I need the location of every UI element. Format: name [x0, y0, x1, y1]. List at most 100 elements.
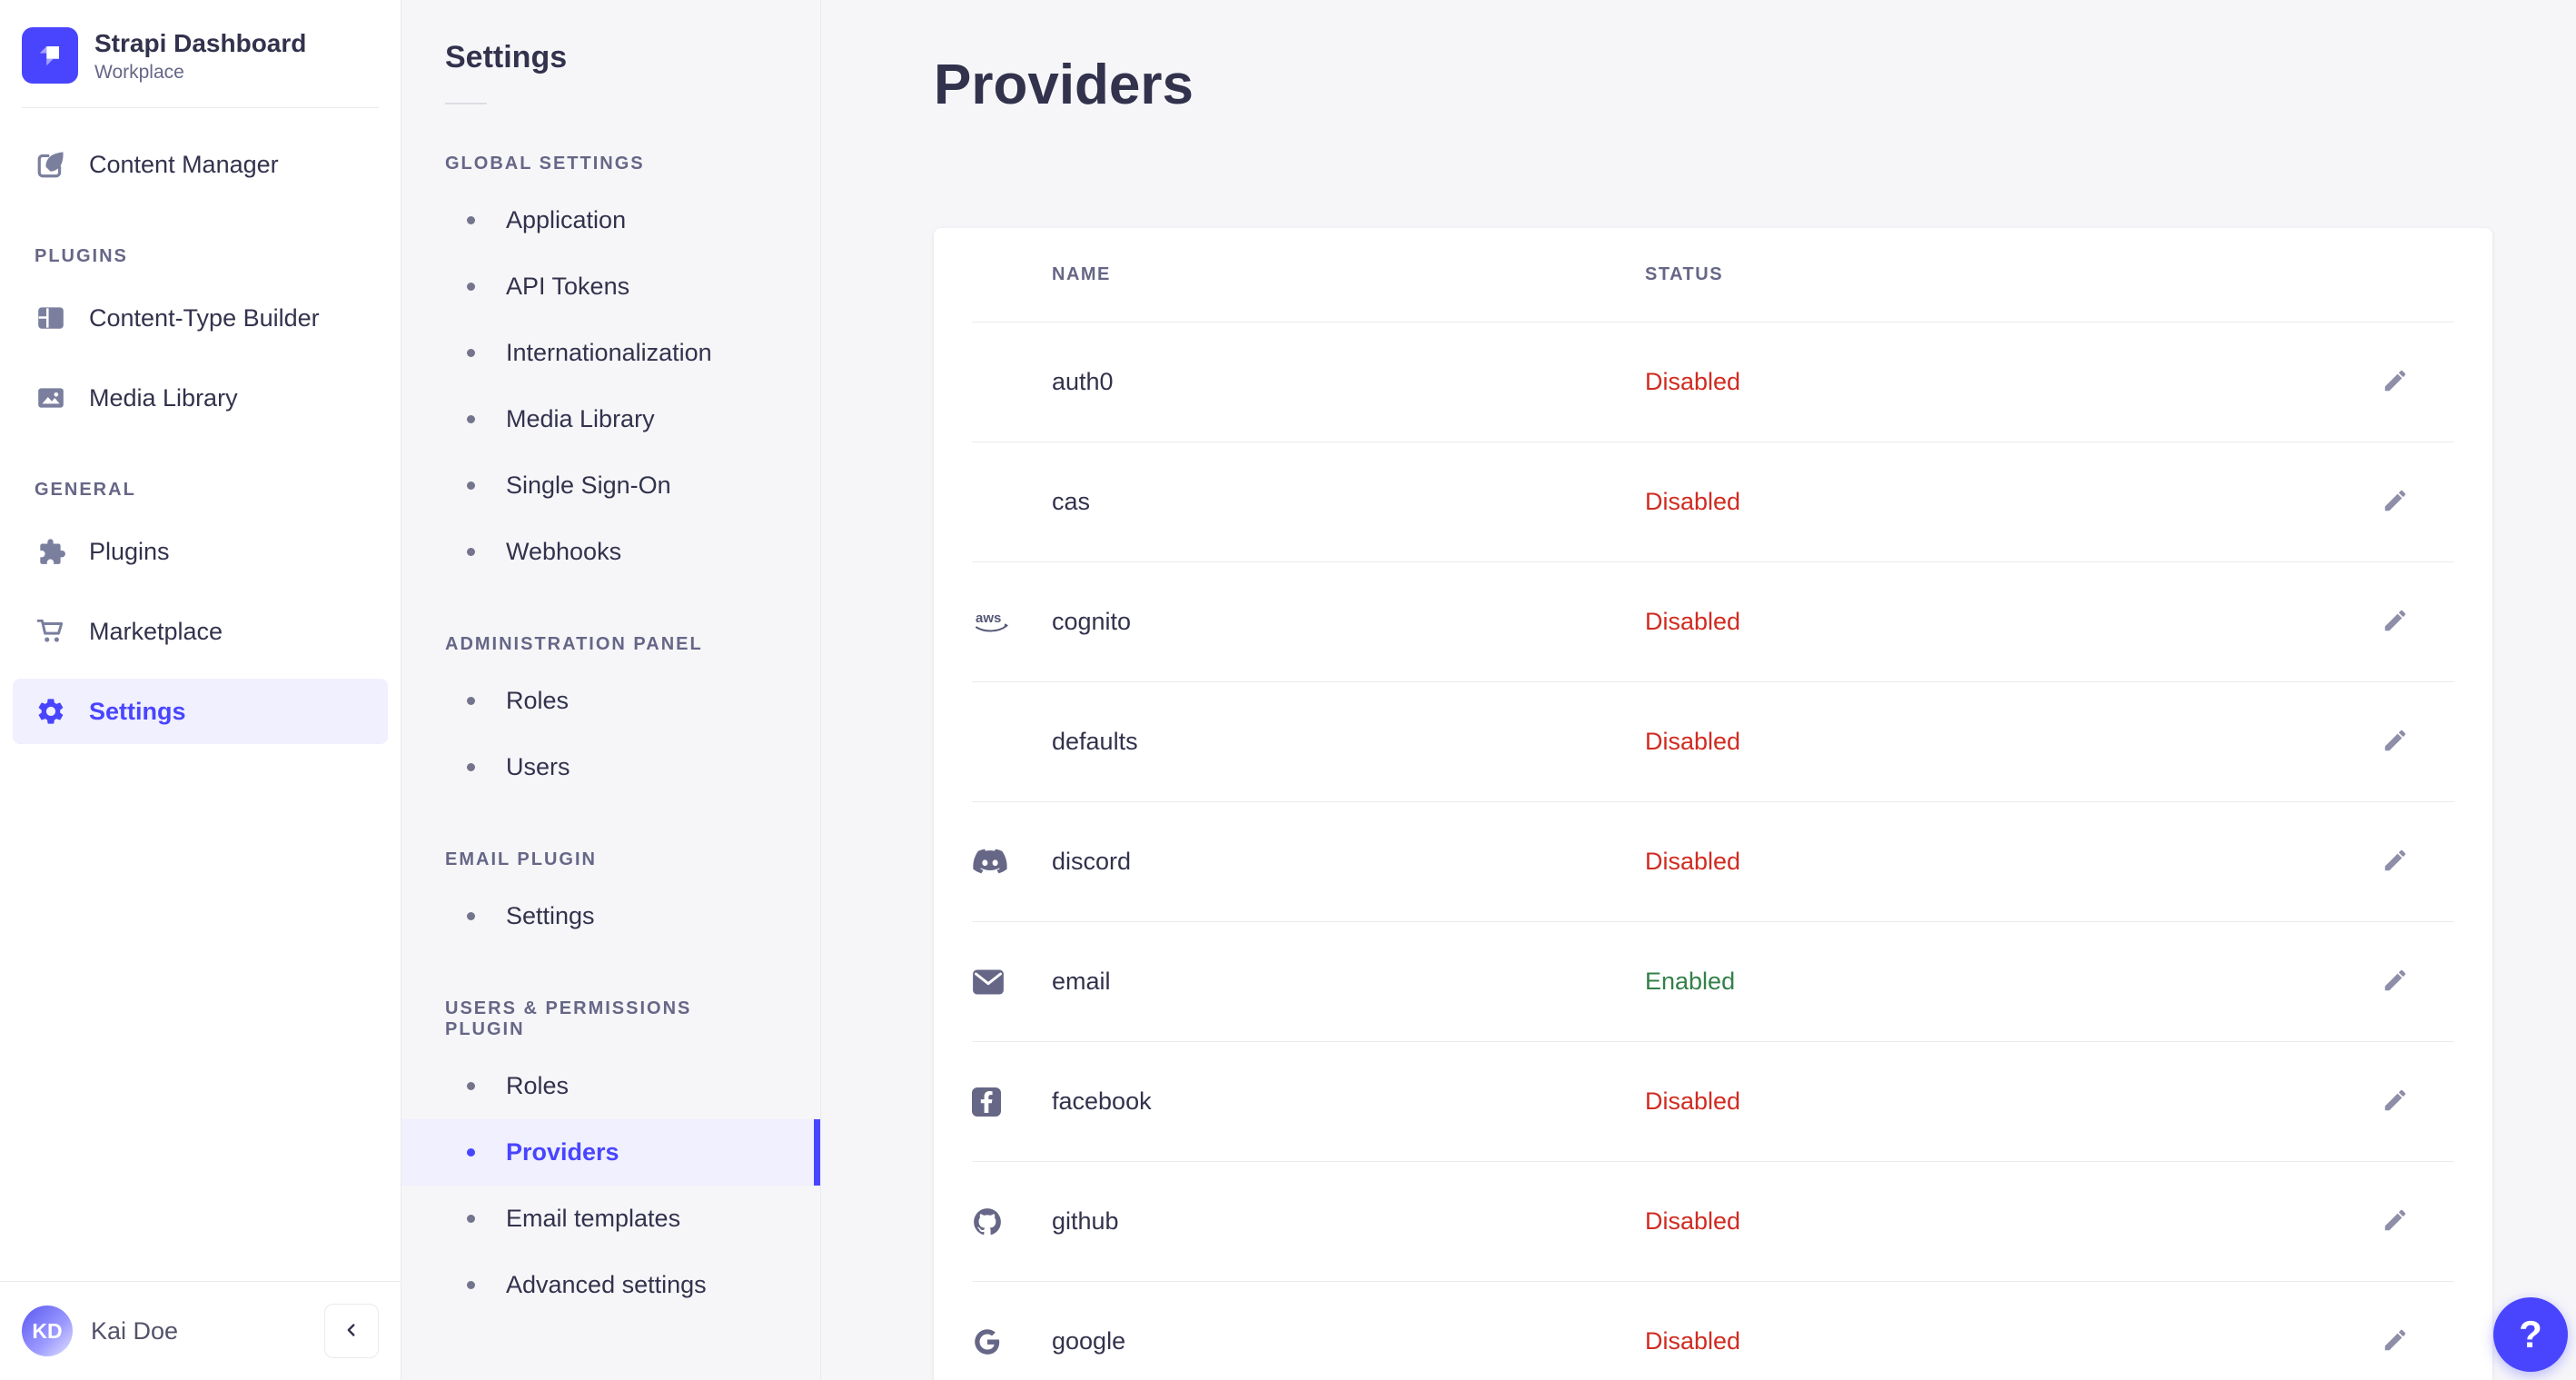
provider-status: Disabled	[1645, 1087, 1741, 1116]
subnav-sections: GLOBAL SETTINGS Application API Tokens I…	[401, 154, 820, 1318]
edit-provider-button[interactable]	[2374, 360, 2416, 404]
table-body: auth0 Disabled cas Disabled aws cognito …	[934, 322, 2492, 1380]
sidebar-item-settings[interactable]: Settings	[13, 679, 388, 744]
subnav-item-label: Media Library	[506, 405, 655, 432]
subnav-item-email-templates[interactable]: Email templates	[401, 1186, 820, 1252]
subnav-item-label: Roles	[506, 687, 570, 714]
edit-provider-button[interactable]	[2374, 839, 2416, 884]
collapse-sidebar-button[interactable]	[324, 1304, 379, 1358]
bullet-icon	[467, 415, 475, 423]
subnav-item-label: Internationalization	[506, 339, 712, 366]
row-divider	[972, 1041, 2454, 1043]
subnav-item-internationalization[interactable]: Internationalization	[401, 320, 820, 386]
plugins-icon	[35, 535, 67, 568]
sidebar-item-content-type-builder[interactable]: Content-Type Builder	[13, 285, 388, 351]
provider-row-cognito[interactable]: aws cognito Disabled	[934, 562, 2492, 681]
sidebar-item-marketplace[interactable]: Marketplace	[13, 599, 388, 664]
subnav-item-label: Single Sign-On	[506, 472, 671, 499]
sidebar-section-label: PLUGINS	[35, 246, 128, 266]
main-content: Providers NAME STATUS auth0 Disabled cas…	[821, 0, 2576, 1380]
table-header: NAME STATUS	[934, 228, 2492, 322]
provider-row-google[interactable]: google Disabled	[934, 1282, 2492, 1380]
edit-provider-button[interactable]	[2374, 959, 2416, 1004]
provider-row-discord[interactable]: discord Disabled	[934, 802, 2492, 921]
provider-name: google	[1052, 1327, 1126, 1355]
sidebar-item-label: Plugins	[89, 537, 170, 565]
edit-provider-button[interactable]	[2374, 1319, 2416, 1364]
sidebar-item-plugins[interactable]: Plugins	[13, 519, 388, 584]
user-avatar: KD	[22, 1306, 73, 1356]
sidebar-item-label: Content Manager	[89, 150, 279, 178]
subnav-item-label: Application	[506, 206, 627, 233]
brand-text: Strapi Dashboard Workplace	[94, 27, 306, 84]
subnav-item-users[interactable]: Users	[401, 734, 820, 800]
subnav-item-label: Advanced settings	[506, 1271, 707, 1298]
subnav-item-label: Roles	[506, 1072, 570, 1099]
edit-provider-button[interactable]	[2374, 720, 2416, 764]
provider-name: discord	[1052, 848, 1132, 876]
provider-row-auth0[interactable]: auth0 Disabled	[934, 323, 2492, 442]
row-divider	[972, 681, 2454, 683]
subnav-item-application[interactable]: Application	[401, 187, 820, 253]
content-manager-icon	[35, 148, 67, 181]
provider-status: Disabled	[1645, 488, 1741, 516]
discord-icon	[972, 849, 1052, 876]
bullet-icon	[467, 912, 475, 920]
pencil-icon	[2382, 607, 2409, 637]
provider-name: email	[1052, 968, 1111, 996]
provider-status: Disabled	[1645, 848, 1741, 876]
sidebar-item-content-manager[interactable]: Content Manager	[13, 132, 388, 197]
bullet-icon	[467, 1082, 475, 1090]
subnav-item-media-library[interactable]: Media Library	[401, 386, 820, 452]
chevron-left-icon	[342, 1320, 362, 1343]
provider-row-github[interactable]: github Disabled	[934, 1162, 2492, 1281]
content-type-builder-icon	[35, 302, 67, 334]
sidebar-nav: Content Manager PLUGINS Content-Type Bui…	[0, 108, 401, 768]
pencil-icon	[2382, 967, 2409, 997]
provider-row-facebook[interactable]: facebook Disabled	[934, 1042, 2492, 1161]
edit-provider-button[interactable]	[2374, 1199, 2416, 1244]
edit-provider-button[interactable]	[2374, 480, 2416, 524]
pencil-icon	[2382, 1206, 2409, 1236]
sidebar-item-media-library[interactable]: Media Library	[13, 365, 388, 431]
provider-status: Disabled	[1645, 368, 1741, 396]
bullet-icon	[467, 697, 475, 705]
edit-provider-button[interactable]	[2374, 600, 2416, 644]
provider-status: Disabled	[1645, 1327, 1741, 1355]
email-icon	[972, 968, 1052, 996]
provider-name: auth0	[1052, 368, 1114, 396]
provider-row-cas[interactable]: cas Disabled	[934, 442, 2492, 561]
aws-icon: aws	[972, 608, 1052, 637]
sidebar-item-label: Media Library	[89, 383, 238, 412]
subnav-item-roles[interactable]: Roles	[401, 1053, 820, 1119]
subnav-item-api-tokens[interactable]: API Tokens	[401, 253, 820, 320]
subnav-item-advanced-settings[interactable]: Advanced settings	[401, 1252, 820, 1318]
provider-status: Disabled	[1645, 608, 1741, 636]
edit-provider-button[interactable]	[2374, 1079, 2416, 1124]
subnav-item-webhooks[interactable]: Webhooks	[401, 519, 820, 585]
pencil-icon	[2382, 1326, 2409, 1356]
page-title: Providers	[934, 54, 1194, 116]
settings-subnav: Settings GLOBAL SETTINGS Application API…	[401, 0, 821, 1380]
bullet-icon	[467, 1215, 475, 1223]
svg-text:aws: aws	[976, 611, 1001, 626]
provider-name: cognito	[1052, 608, 1132, 636]
provider-row-email[interactable]: email Enabled	[934, 922, 2492, 1041]
pencil-icon	[2382, 1087, 2409, 1117]
pencil-icon	[2382, 487, 2409, 517]
subnav-item-label: Email templates	[506, 1205, 681, 1232]
help-button[interactable]: ?	[2493, 1297, 2568, 1372]
sidebar-item-label: Marketplace	[89, 617, 223, 645]
subnav-item-label: Settings	[506, 902, 595, 929]
subnav-item-providers[interactable]: Providers	[401, 1119, 820, 1186]
user-name: Kai Doe	[91, 1316, 179, 1345]
subnav-item-single-sign-on[interactable]: Single Sign-On	[401, 452, 820, 519]
workspace-brand[interactable]: Strapi Dashboard Workplace	[0, 0, 401, 107]
subnav-item-roles[interactable]: Roles	[401, 668, 820, 734]
provider-name: github	[1052, 1207, 1119, 1236]
row-divider	[972, 1281, 2454, 1283]
subnav-item-settings[interactable]: Settings	[401, 883, 820, 949]
subnav-item-label: Webhooks	[506, 538, 622, 565]
provider-row-defaults[interactable]: defaults Disabled	[934, 682, 2492, 801]
